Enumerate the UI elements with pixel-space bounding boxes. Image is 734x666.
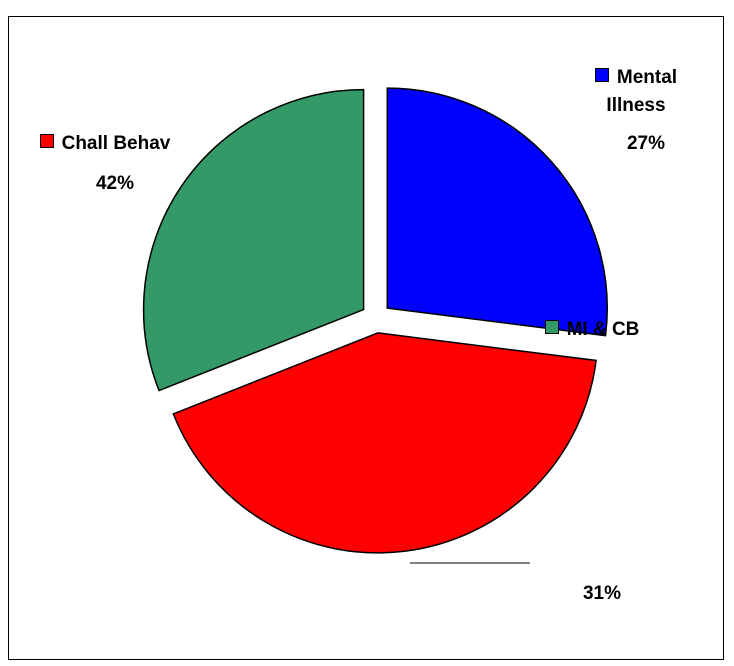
value-label: 42% bbox=[95, 173, 135, 194]
slice-label: Mental Illness bbox=[576, 64, 696, 120]
legend-key bbox=[544, 320, 559, 334]
legend-key bbox=[594, 68, 609, 82]
pie-slice bbox=[386, 87, 608, 337]
slice-label: MI & CB bbox=[532, 316, 652, 344]
category-label: MI & CB bbox=[566, 319, 640, 340]
category-label: Chall Behav bbox=[61, 133, 171, 154]
pie-slice bbox=[142, 88, 365, 392]
slice-label: Chall Behav bbox=[25, 130, 185, 158]
legend-key bbox=[39, 134, 54, 148]
value-label: 27% bbox=[626, 133, 666, 154]
chart-frame bbox=[8, 16, 724, 660]
pie-slice bbox=[172, 332, 597, 554]
value-label: 31% bbox=[582, 583, 622, 604]
category-label: Mental Illness bbox=[606, 67, 678, 116]
